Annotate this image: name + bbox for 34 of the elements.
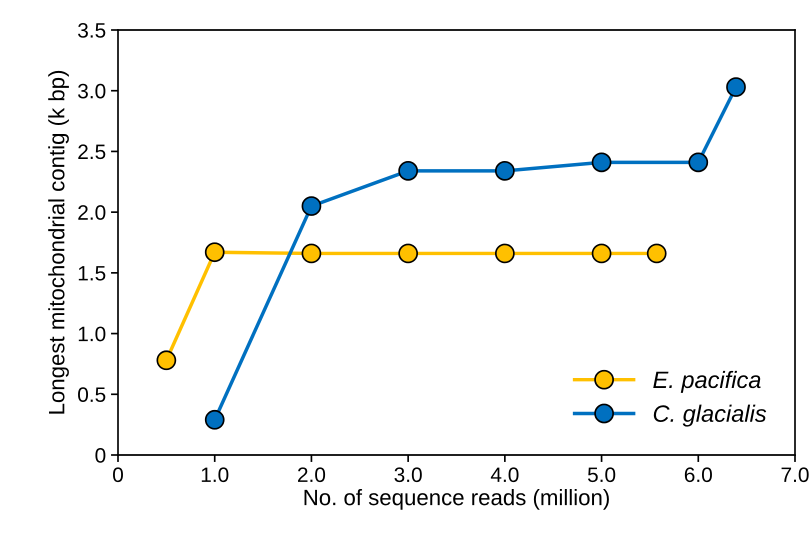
y-tick-label: 1.0: [78, 326, 106, 342]
x-axis-title: No. of sequence reads (million): [304, 489, 609, 510]
y-tick-label: 1.5: [78, 266, 106, 281]
y-axis-title: Longest mitochondrial contig (k bp): [48, 70, 69, 414]
point: [302, 244, 322, 264]
legend-label: E. pacifica: [653, 370, 761, 393]
point: [688, 152, 708, 172]
x-tick-label: 6.0: [684, 467, 712, 482]
point: [726, 77, 746, 97]
point: [592, 152, 612, 172]
y-tick-label: 0: [95, 448, 106, 463]
y-tick-label: 3.0: [78, 84, 106, 98]
point: [204, 242, 225, 262]
point: [398, 160, 418, 181]
point: [204, 410, 225, 430]
y-tick-label: 3.5: [78, 23, 106, 38]
y-tick-label: 2.0: [78, 205, 106, 220]
x-tick-label: 1.0: [202, 467, 228, 482]
point: [494, 244, 515, 264]
point: [156, 350, 176, 370]
x-tick-label: 3.0: [394, 467, 422, 482]
point: [494, 160, 515, 181]
x-tick-label: 7.0: [782, 467, 809, 482]
x-tick-label: 4.0: [490, 467, 519, 482]
point: [398, 244, 418, 264]
point: [592, 244, 612, 264]
y-tick-label: 2.5: [78, 144, 106, 160]
x-tick-label: 5.0: [588, 467, 616, 482]
x-tick-label: 2.0: [298, 467, 326, 482]
x-tick-label: 0: [113, 467, 123, 482]
legend-label: C. glacialis: [654, 404, 766, 427]
y-tick-label: 0.5: [78, 387, 106, 402]
point: [646, 244, 667, 264]
point: [302, 196, 322, 216]
